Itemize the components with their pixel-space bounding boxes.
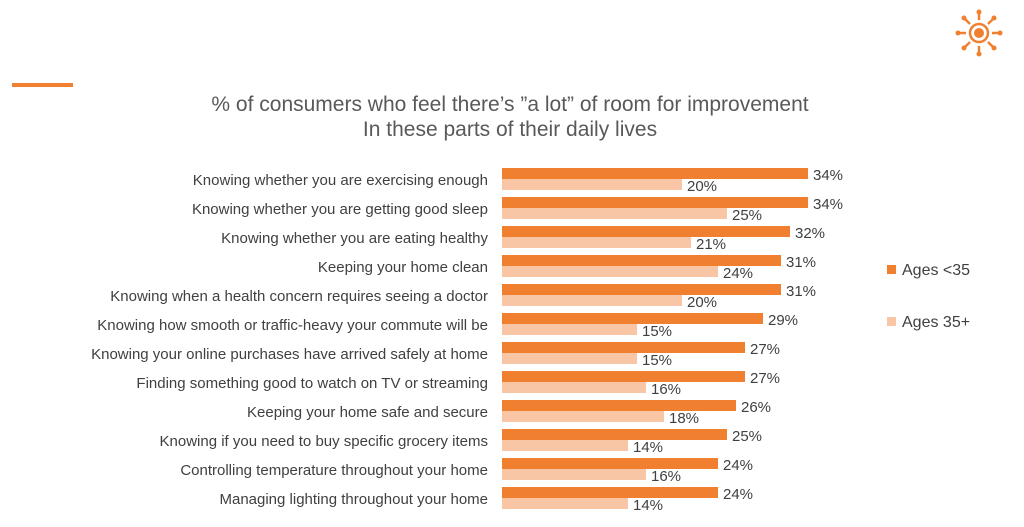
value-label-ages-35-knowing-if-you-need-to-buy-specific-grocery-items: 25%: [732, 428, 762, 445]
value-label-ages-35-knowing-whether-you-are-exercising-enough: 20%: [687, 178, 717, 195]
value-label-ages-35-knowing-when-a-health-concern-requires-seeing-a-doctor: 31%: [786, 283, 816, 300]
legend-label-ages-under-35: Ages <35: [902, 262, 971, 279]
value-label-ages-35-finding-something-good-to-watch-on-tv-or-streaming: 27%: [750, 370, 780, 387]
category-label-controlling-temperature-throughout-your-home: Controlling temperature throughout your …: [180, 462, 488, 479]
bar-ages-35-finding-something-good-to-watch-on-tv-or-streaming: [502, 371, 745, 382]
value-label-ages-35-knowing-how-smooth-or-traffic-heavy-your-commute-will-be: 15%: [642, 323, 672, 340]
value-label-ages-35-controlling-temperature-throughout-your-home: 24%: [723, 457, 753, 474]
legend-label-ages-35-plus: Ages 35+: [902, 314, 971, 331]
value-label-ages-35-knowing-when-a-health-concern-requires-seeing-a-doctor: 20%: [687, 294, 717, 311]
value-label-ages-35-knowing-whether-you-are-getting-good-sleep: 34%: [813, 196, 843, 213]
value-label-ages-35-knowing-whether-you-are-getting-good-sleep: 25%: [732, 207, 762, 224]
bar-ages-35-knowing-whether-you-are-getting-good-sleep: [502, 197, 808, 208]
bar-ages-35-knowing-when-a-health-concern-requires-seeing-a-doctor: [502, 284, 781, 295]
bar-ages-35-knowing-your-online-purchases-have-arrived-safely-at-home: [502, 353, 637, 364]
value-label-ages-35-keeping-your-home-clean: 31%: [786, 254, 816, 271]
bar-ages-35-knowing-how-smooth-or-traffic-heavy-your-commute-will-be: [502, 324, 637, 335]
bar-ages-35-keeping-your-home-safe-and-secure: [502, 400, 736, 411]
category-label-knowing-how-smooth-or-traffic-heavy-your-commute-will-be: Knowing how smooth or traffic-heavy your…: [97, 317, 488, 334]
value-label-ages-35-knowing-whether-you-are-exercising-enough: 34%: [813, 167, 843, 184]
category-label-knowing-if-you-need-to-buy-specific-grocery-items: Knowing if you need to buy specific groc…: [160, 433, 489, 450]
accent-line: [12, 83, 73, 87]
category-label-finding-something-good-to-watch-on-tv-or-streaming: Finding something good to watch on TV or…: [136, 375, 488, 392]
bar-ages-35-managing-lighting-throughout-your-home: [502, 487, 718, 498]
bar-ages-35-knowing-whether-you-are-exercising-enough: [502, 179, 682, 190]
category-label-knowing-whether-you-are-getting-good-sleep: Knowing whether you are getting good sle…: [192, 201, 488, 218]
category-label-keeping-your-home-clean: Keeping your home clean: [318, 259, 488, 276]
value-label-ages-35-knowing-your-online-purchases-have-arrived-safely-at-home: 27%: [750, 341, 780, 358]
bar-ages-35-keeping-your-home-safe-and-secure: [502, 411, 664, 422]
bar-ages-35-knowing-how-smooth-or-traffic-heavy-your-commute-will-be: [502, 313, 763, 324]
value-label-ages-35-knowing-how-smooth-or-traffic-heavy-your-commute-will-be: 29%: [768, 312, 798, 329]
legend-swatch-ages-under-35: [887, 265, 896, 274]
value-label-ages-35-knowing-whether-you-are-eating-healthy: 32%: [795, 225, 825, 242]
bar-ages-35-keeping-your-home-clean: [502, 255, 781, 266]
chart-title-line-2: In these parts of their daily lives: [362, 118, 658, 141]
category-label-knowing-when-a-health-concern-requires-seeing-a-doctor: Knowing when a health concern requires s…: [110, 288, 488, 305]
value-label-ages-35-managing-lighting-throughout-your-home: 24%: [723, 486, 753, 503]
bar-ages-35-knowing-whether-you-are-eating-healthy: [502, 237, 691, 248]
category-label-knowing-whether-you-are-eating-healthy: Knowing whether you are eating healthy: [221, 230, 488, 247]
legend-swatch-ages-35-plus: [887, 317, 896, 326]
bar-ages-35-knowing-whether-you-are-eating-healthy: [502, 226, 790, 237]
legend-item-ages-35-plus: Ages 35+: [887, 314, 970, 332]
value-label-ages-35-keeping-your-home-safe-and-secure: 18%: [669, 410, 699, 427]
legend-item-ages-under-35: Ages <35: [887, 262, 970, 280]
bar-ages-35-knowing-whether-you-are-exercising-enough: [502, 168, 808, 179]
category-label-keeping-your-home-safe-and-secure: Keeping your home safe and secure: [247, 404, 488, 421]
bar-ages-35-managing-lighting-throughout-your-home: [502, 498, 628, 509]
bar-ages-35-knowing-whether-you-are-getting-good-sleep: [502, 208, 727, 219]
bar-ages-35-keeping-your-home-clean: [502, 266, 718, 277]
value-label-ages-35-managing-lighting-throughout-your-home: 14%: [633, 497, 663, 514]
value-label-ages-35-knowing-whether-you-are-eating-healthy: 21%: [696, 236, 726, 253]
category-label-knowing-whether-you-are-exercising-enough: Knowing whether you are exercising enoug…: [193, 172, 488, 189]
value-label-ages-35-knowing-if-you-need-to-buy-specific-grocery-items: 14%: [633, 439, 663, 456]
category-label-managing-lighting-throughout-your-home: Managing lighting throughout your home: [219, 491, 488, 508]
value-label-ages-35-keeping-your-home-clean: 24%: [723, 265, 753, 282]
value-label-ages-35-controlling-temperature-throughout-your-home: 16%: [651, 468, 681, 485]
bar-ages-35-knowing-your-online-purchases-have-arrived-safely-at-home: [502, 342, 745, 353]
bar-ages-35-controlling-temperature-throughout-your-home: [502, 458, 718, 469]
value-label-ages-35-knowing-your-online-purchases-have-arrived-safely-at-home: 15%: [642, 352, 672, 369]
bar-ages-35-finding-something-good-to-watch-on-tv-or-streaming: [502, 382, 646, 393]
bar-ages-35-controlling-temperature-throughout-your-home: [502, 469, 646, 480]
bar-ages-35-knowing-when-a-health-concern-requires-seeing-a-doctor: [502, 295, 682, 306]
sun-dial-icon: [955, 9, 1003, 57]
bar-ages-35-knowing-if-you-need-to-buy-specific-grocery-items: [502, 440, 628, 451]
value-label-ages-35-keeping-your-home-safe-and-secure: 26%: [741, 399, 771, 416]
bar-ages-35-knowing-if-you-need-to-buy-specific-grocery-items: [502, 429, 727, 440]
category-label-knowing-your-online-purchases-have-arrived-safely-at-home: Knowing your online purchases have arriv…: [91, 346, 488, 363]
chart-title-line-1: % of consumers who feel there’s ”a lot” …: [211, 93, 809, 116]
value-label-ages-35-finding-something-good-to-watch-on-tv-or-streaming: 16%: [651, 381, 681, 398]
